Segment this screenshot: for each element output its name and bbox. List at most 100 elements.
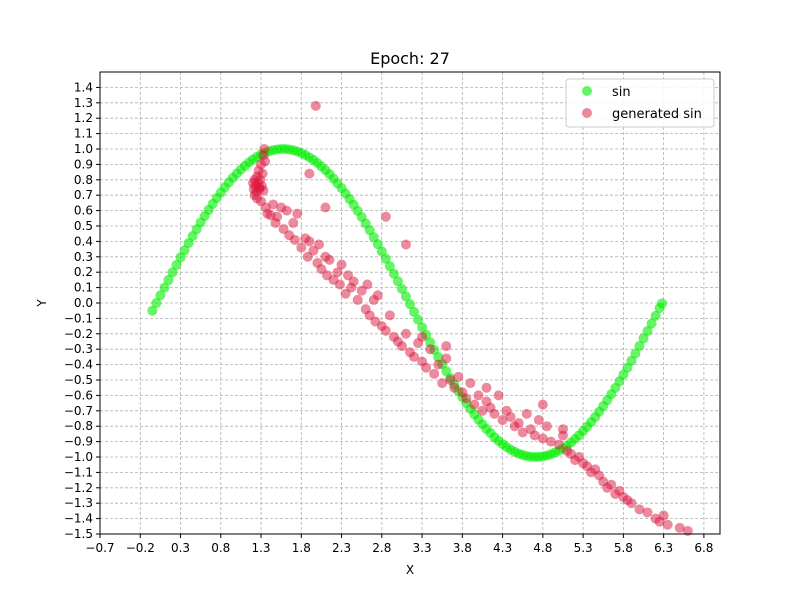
- x-tick-label: 5.3: [574, 541, 593, 555]
- y-tick-label: 0.4: [74, 234, 93, 248]
- chart-title: Epoch: 27: [370, 49, 450, 68]
- y-tick-label: 0.1: [74, 281, 93, 295]
- data-point: [362, 279, 373, 290]
- y-tick-label: 1.0: [74, 142, 93, 156]
- y-tick-label: −0.1: [64, 311, 93, 325]
- x-tick-label: 3.3: [413, 541, 432, 555]
- y-tick-label: 0.5: [74, 219, 93, 233]
- data-point: [413, 314, 424, 325]
- y-tick-label: −1.0: [64, 450, 93, 464]
- data-point: [449, 382, 460, 393]
- data-point: [281, 205, 292, 216]
- data-point: [258, 185, 269, 196]
- data-point: [417, 331, 428, 342]
- data-point: [505, 411, 516, 422]
- data-point: [642, 507, 653, 518]
- data-point: [376, 246, 387, 257]
- data-point: [296, 242, 307, 253]
- y-tick-label: −1.1: [64, 465, 93, 479]
- data-point: [682, 525, 693, 536]
- data-points: [147, 100, 693, 536]
- data-point: [409, 306, 420, 317]
- data-point: [461, 393, 472, 404]
- y-tick-label: −1.3: [64, 496, 93, 510]
- y-tick-label: −0.7: [64, 404, 93, 418]
- data-point: [400, 328, 411, 339]
- y-tick-label: −0.4: [64, 358, 93, 372]
- x-tick-label: 6.8: [694, 541, 713, 555]
- y-tick-label: −0.5: [64, 373, 93, 387]
- y-tick-label: −1.2: [64, 481, 93, 495]
- data-point: [400, 239, 411, 250]
- data-point: [441, 341, 452, 352]
- legend-box: [565, 78, 715, 128]
- data-point: [638, 333, 649, 344]
- data-point: [521, 408, 532, 419]
- data-point: [260, 156, 271, 167]
- data-point: [441, 353, 452, 364]
- x-tick-label: 0.3: [171, 541, 190, 555]
- y-axis-ticks: 1.4 1.31.2 1.11.00.9 0.80.7 0.60.50.4 0.30.2 0…: [64, 80, 100, 541]
- legend-label: sin: [612, 85, 631, 100]
- x-tick-label: 3.8: [453, 541, 472, 555]
- y-tick-label: −1.4: [64, 512, 93, 526]
- y-tick-label: −0.6: [64, 388, 93, 402]
- data-point: [324, 254, 335, 265]
- y-tick-label: 1.4: [74, 80, 93, 94]
- x-tick-label: 2.8: [372, 541, 391, 555]
- data-point: [517, 427, 528, 438]
- data-point: [497, 415, 508, 426]
- y-tick-label: 1.2: [74, 111, 93, 125]
- data-point: [634, 340, 645, 351]
- data-point: [292, 208, 303, 219]
- y-tick-label: 0.2: [74, 265, 93, 279]
- data-point: [533, 415, 544, 426]
- x-tick-label: −0.2: [126, 541, 155, 555]
- data-point: [310, 100, 321, 111]
- data-point: [557, 424, 568, 435]
- data-point: [445, 375, 456, 385]
- x-axis-ticks: −0.7 −0.2 0.3 0.8 1.3 1.8 2.3 2.8 3.3 3.8 4.3 4.8 5.…: [85, 534, 713, 555]
- data-point: [541, 421, 552, 432]
- y-tick-label: −0.8: [64, 419, 93, 433]
- data-point: [537, 399, 548, 410]
- data-point: [332, 267, 343, 278]
- data-point: [384, 310, 395, 321]
- data-point: [348, 276, 359, 287]
- data-point: [372, 290, 383, 301]
- data-point: [469, 399, 480, 410]
- data-point: [336, 259, 347, 270]
- y-tick-label: 1.1: [74, 127, 93, 141]
- data-point: [147, 305, 158, 316]
- data-point: [634, 504, 645, 515]
- data-point: [155, 290, 166, 301]
- data-point: [151, 298, 162, 308]
- data-point: [489, 408, 500, 419]
- legend: sin generated sin: [565, 78, 715, 128]
- legend-marker: [582, 86, 592, 96]
- y-tick-label: −0.2: [64, 327, 93, 341]
- data-point: [646, 318, 657, 329]
- data-point: [288, 217, 299, 228]
- data-point: [163, 275, 174, 286]
- data-point: [417, 322, 428, 333]
- data-point: [642, 326, 653, 337]
- x-tick-label: 2.3: [332, 541, 351, 555]
- data-point: [657, 298, 668, 309]
- data-point: [400, 291, 411, 302]
- data-point: [384, 261, 395, 272]
- x-tick-label: 1.3: [251, 541, 270, 555]
- legend-marker: [582, 108, 592, 118]
- y-tick-label: −0.9: [64, 435, 93, 449]
- data-point: [630, 348, 641, 359]
- x-tick-label: −0.7: [85, 541, 114, 555]
- data-point: [334, 279, 345, 290]
- data-point: [405, 299, 415, 310]
- data-point: [674, 522, 685, 533]
- y-tick-label: −1.5: [64, 527, 93, 541]
- data-point: [171, 259, 182, 270]
- y-tick-label: 1.3: [74, 96, 93, 110]
- data-point: [606, 479, 617, 490]
- data-point: [314, 239, 325, 250]
